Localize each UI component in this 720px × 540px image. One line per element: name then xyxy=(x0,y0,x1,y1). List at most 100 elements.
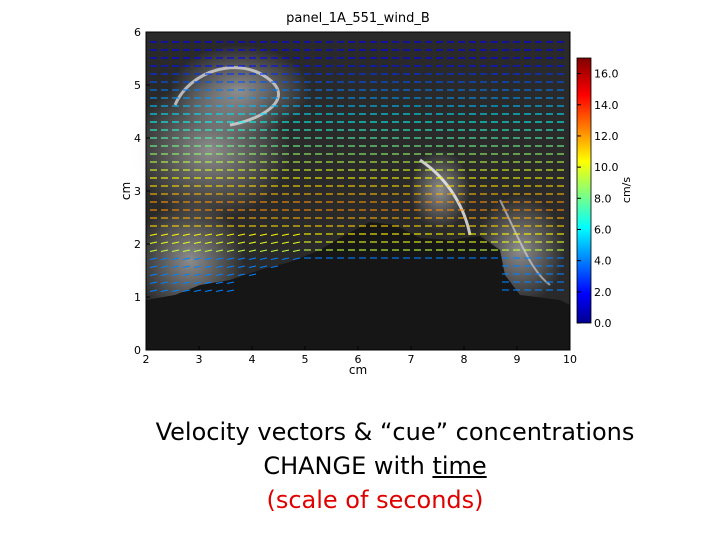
y-tick-label: 6 xyxy=(134,26,141,39)
velocity-arrow xyxy=(248,265,257,269)
velocity-arrow xyxy=(182,273,191,277)
y-tick-label: 5 xyxy=(134,79,141,92)
velocity-arrow xyxy=(248,233,257,237)
velocity-arrow xyxy=(171,233,180,237)
caption-line-1: Velocity vectors & “cue” concentrations xyxy=(155,418,635,446)
colorbar-tick-label: 14.0 xyxy=(594,99,619,112)
x-tick-label: 2 xyxy=(143,353,150,366)
velocity-arrow xyxy=(171,281,180,285)
colorbar-tick-label: 4.0 xyxy=(594,255,612,268)
velocity-arrow xyxy=(182,249,191,253)
velocity-arrow xyxy=(149,289,158,293)
velocity-arrow xyxy=(149,273,158,277)
velocity-arrow xyxy=(204,281,213,285)
figure: panel_1A_551_wind_B 2 3 4 5 6 7 8 9 10 0 1 2 3 4 5 6 c… xyxy=(119,11,633,377)
velocity-arrow xyxy=(237,273,246,277)
velocity-arrow xyxy=(270,241,279,245)
velocity-arrow xyxy=(204,257,213,261)
caption-line-3: (scale of seconds) xyxy=(266,486,484,514)
velocity-arrow xyxy=(215,241,224,245)
colorbar-tick-label: 10.0 xyxy=(594,161,619,174)
velocity-arrow xyxy=(193,257,202,261)
velocity-arrow xyxy=(149,257,158,261)
velocity-arrow xyxy=(160,281,169,285)
velocity-arrow xyxy=(171,257,180,261)
velocity-arrow xyxy=(270,233,279,237)
velocity-arrow xyxy=(204,273,213,277)
velocity-arrow xyxy=(215,281,224,285)
velocity-arrow xyxy=(237,249,246,253)
velocity-arrow xyxy=(226,257,235,261)
colorbar-tick-label: 6.0 xyxy=(594,223,612,236)
velocity-arrow xyxy=(259,249,268,253)
velocity-arrow xyxy=(193,289,202,293)
y-tick-label: 4 xyxy=(134,132,141,145)
velocity-arrow xyxy=(149,281,158,285)
velocity-arrow xyxy=(171,273,180,277)
velocity-arrow xyxy=(248,249,257,253)
x-tick-label: 5 xyxy=(302,353,309,366)
velocity-arrow xyxy=(215,257,224,261)
velocity-arrow xyxy=(182,265,191,269)
x-tick-label: 8 xyxy=(461,353,468,366)
velocity-arrow xyxy=(281,233,290,237)
colorbar xyxy=(576,57,592,324)
chart-title: panel_1A_551_wind_B xyxy=(286,11,430,26)
velocity-arrow xyxy=(149,241,158,245)
velocity-arrow xyxy=(215,289,224,293)
velocity-arrow xyxy=(226,233,235,237)
velocity-arrow xyxy=(204,233,213,237)
velocity-arrow xyxy=(237,257,246,261)
velocity-arrow xyxy=(270,257,279,261)
velocity-arrow xyxy=(248,257,257,261)
velocity-arrow xyxy=(281,257,290,261)
y-axis: 0 1 2 3 4 5 6 xyxy=(134,26,150,357)
velocity-arrow xyxy=(149,265,158,269)
x-tick-label: 9 xyxy=(514,353,521,366)
x-tick-label: 7 xyxy=(408,353,415,366)
velocity-arrow xyxy=(237,241,246,245)
velocity-arrow xyxy=(259,241,268,245)
dark-obstacle xyxy=(146,222,570,350)
velocity-arrow xyxy=(259,257,268,261)
velocity-arrow xyxy=(149,249,158,253)
velocity-arrow xyxy=(193,249,202,253)
velocity-arrow xyxy=(182,289,191,293)
velocity-arrow xyxy=(193,265,202,269)
velocity-arrow xyxy=(160,249,169,253)
velocity-arrow xyxy=(171,265,180,269)
velocity-arrow xyxy=(160,233,169,237)
velocity-arrow xyxy=(226,273,235,277)
x-tick-label: 6 xyxy=(355,353,362,366)
velocity-arrow xyxy=(160,265,169,269)
velocity-arrow xyxy=(171,289,180,293)
caption-line-2: CHANGE with time xyxy=(0,452,720,480)
velocity-arrow xyxy=(215,273,224,277)
velocity-arrow xyxy=(270,249,279,253)
velocity-arrow xyxy=(215,265,224,269)
colorbar-tick-label: 12.0 xyxy=(594,130,619,143)
velocity-arrow xyxy=(237,265,246,269)
velocity-arrow xyxy=(226,249,235,253)
colorbar-label: cm/s xyxy=(620,177,633,203)
velocity-arrow xyxy=(160,257,169,261)
velocity-arrow xyxy=(193,233,202,237)
velocity-arrow xyxy=(204,265,213,269)
x-tick-label: 10 xyxy=(563,353,577,366)
colorbar-tick-label: 2.0 xyxy=(594,286,612,299)
y-tick-label: 3 xyxy=(134,185,141,198)
x-axis: 2 3 4 5 6 7 8 9 10 xyxy=(143,346,577,366)
velocity-vectors xyxy=(149,41,564,293)
velocity-arrow xyxy=(292,233,301,237)
velocity-arrow xyxy=(204,241,213,245)
velocity-arrow xyxy=(204,289,213,293)
velocity-arrow xyxy=(215,249,224,253)
x-tick-label: 3 xyxy=(196,353,203,366)
velocity-arrow xyxy=(193,281,202,285)
velocity-arrow xyxy=(182,257,191,261)
velocity-arrow xyxy=(204,249,213,253)
velocity-arrow xyxy=(292,249,301,253)
velocity-arrow xyxy=(182,241,191,245)
x-axis-label: cm xyxy=(349,363,367,377)
velocity-arrow xyxy=(248,241,257,245)
